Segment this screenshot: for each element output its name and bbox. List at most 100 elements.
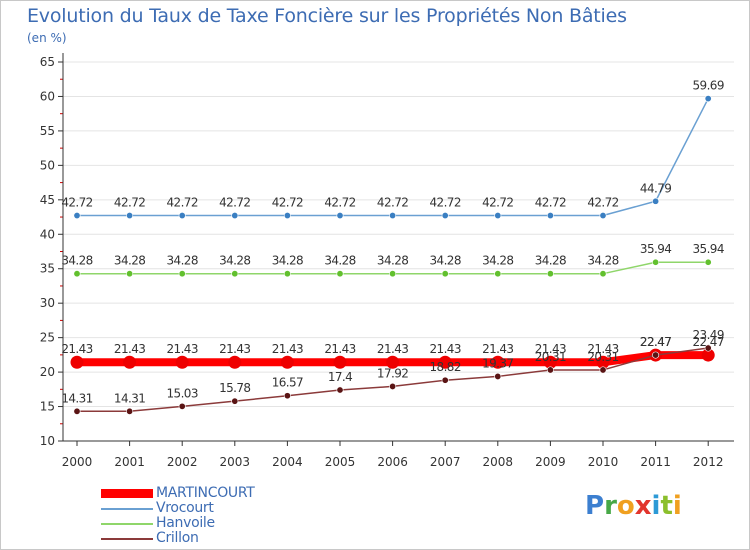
data-point-crillon-2008 [494,372,502,380]
data-label-vrocourt-2010: 42.72 [587,196,618,210]
data-point-martincourt-2010 [596,355,610,369]
x-tick-label-2011: 2011 [640,455,671,469]
data-label-martincourt-2007: 21.43 [430,342,461,356]
data-point-crillon-2011 [652,351,660,359]
data-point-vrocourt-2008 [494,212,502,220]
legend-swatch-martincourt [101,489,153,498]
legend-label-hanvoile: Hanvoile [156,515,215,531]
data-label-hanvoile-2008: 34.28 [482,254,513,268]
data-point-martincourt-2003 [228,355,242,369]
data-point-hanvoile-2001 [126,270,134,278]
y-tick-label-25: 25 [40,331,55,345]
data-label-vrocourt-2004: 42.72 [272,196,303,210]
data-label-martincourt-2001: 21.43 [114,342,145,356]
data-label-hanvoile-2006: 34.28 [377,254,408,268]
data-point-crillon-2012 [704,344,712,352]
data-point-vrocourt-2000 [73,212,81,220]
y-tick-label-10: 10 [40,434,55,448]
data-point-vrocourt-2009 [546,212,554,220]
data-point-hanvoile-2007 [441,270,449,278]
data-point-vrocourt-2001 [126,212,134,220]
data-label-vrocourt-2003: 42.72 [219,196,250,210]
data-point-martincourt-2006 [386,355,400,369]
legend-swatch-crillon [101,538,153,540]
y-tick-label-35: 35 [40,262,55,276]
data-point-vrocourt-2004 [283,212,291,220]
data-label-martincourt-2000: 21.43 [61,342,92,356]
data-label-crillon-2001: 14.31 [114,391,145,405]
y-tick-label-30: 30 [40,296,55,310]
data-point-hanvoile-2004 [283,270,291,278]
x-tick-label-2006: 2006 [377,455,408,469]
data-point-hanvoile-2008 [494,270,502,278]
y-unit-label: (en %) [27,31,67,45]
data-label-martincourt-2002: 21.43 [167,342,198,356]
data-label-hanvoile-2001: 34.28 [114,254,145,268]
data-label-vrocourt-2009: 42.72 [535,196,566,210]
data-point-vrocourt-2003 [231,212,239,220]
data-point-martincourt-2012 [701,348,715,362]
x-tick-label-2001: 2001 [114,455,145,469]
data-label-crillon-2010: 20.31 [587,350,618,364]
data-point-martincourt-2001 [123,355,137,369]
data-label-hanvoile-2002: 34.28 [167,254,198,268]
data-label-martincourt-2009: 21.43 [535,342,566,356]
data-point-vrocourt-2002 [178,212,186,220]
data-point-crillon-2003 [231,397,239,405]
legend-label-vrocourt: Vrocourt [156,500,214,516]
x-tick-label-2012: 2012 [693,455,724,469]
data-label-crillon-2006: 17.92 [377,366,408,380]
data-label-crillon-2003: 15.78 [219,381,250,395]
data-label-crillon-2000: 14.31 [61,391,92,405]
data-label-hanvoile-2011: 35.94 [640,242,671,256]
x-tick-label-2005: 2005 [325,455,356,469]
data-point-crillon-2002 [178,402,186,410]
proxiti-logo: Proxiti [585,491,682,521]
data-label-crillon-2011: 22.47 [640,335,671,349]
data-point-hanvoile-2006 [389,270,397,278]
y-tick-label-50: 50 [40,158,55,172]
data-point-hanvoile-2009 [546,270,554,278]
y-tick-label-15: 15 [40,400,55,414]
x-tick-label-2004: 2004 [272,455,303,469]
data-label-martincourt-2010: 21.43 [587,342,618,356]
data-point-crillon-2005 [336,386,344,394]
data-label-hanvoile-2004: 34.28 [272,254,303,268]
data-point-hanvoile-2011 [652,258,660,266]
data-label-vrocourt-2011: 44.79 [640,181,671,195]
data-point-vrocourt-2010 [599,212,607,220]
data-point-hanvoile-2005 [336,270,344,278]
data-label-vrocourt-2008: 42.72 [482,196,513,210]
data-label-martincourt-2011: 22.47 [640,335,671,349]
x-tick-label-2002: 2002 [167,455,198,469]
data-label-hanvoile-2005: 34.28 [324,254,355,268]
data-point-hanvoile-2002 [178,270,186,278]
data-point-crillon-2009 [546,366,554,374]
data-point-martincourt-2002 [175,355,189,369]
data-label-vrocourt-2006: 42.72 [377,196,408,210]
x-tick-label-2003: 2003 [220,455,251,469]
data-point-crillon-2001 [126,407,134,415]
chart-title: Evolution du Taux de Taxe Foncière sur l… [27,5,627,27]
data-point-martincourt-2000 [70,355,84,369]
data-point-martincourt-2004 [280,355,294,369]
data-point-crillon-2000 [73,407,81,415]
data-label-hanvoile-2010: 34.28 [587,254,618,268]
legend-swatch-vrocourt [101,508,153,510]
data-label-martincourt-2008: 21.43 [482,342,513,356]
data-label-crillon-2008: 19.37 [482,356,513,370]
data-label-vrocourt-2007: 42.72 [430,196,461,210]
data-point-crillon-2006 [389,382,397,390]
x-tick-label-2008: 2008 [483,455,514,469]
data-label-crillon-2004: 16.57 [272,376,303,390]
data-point-crillon-2004 [283,392,291,400]
x-tick-label-2010: 2010 [588,455,619,469]
legend-label-martincourt: MARTINCOURT [156,485,255,501]
data-point-hanvoile-2000 [73,270,81,278]
x-tick-label-2000: 2000 [62,455,93,469]
data-point-vrocourt-2005 [336,212,344,220]
legend-label-crillon: Crillon [156,530,199,546]
data-label-martincourt-2005: 21.43 [324,342,355,356]
data-point-martincourt-2007 [438,355,452,369]
